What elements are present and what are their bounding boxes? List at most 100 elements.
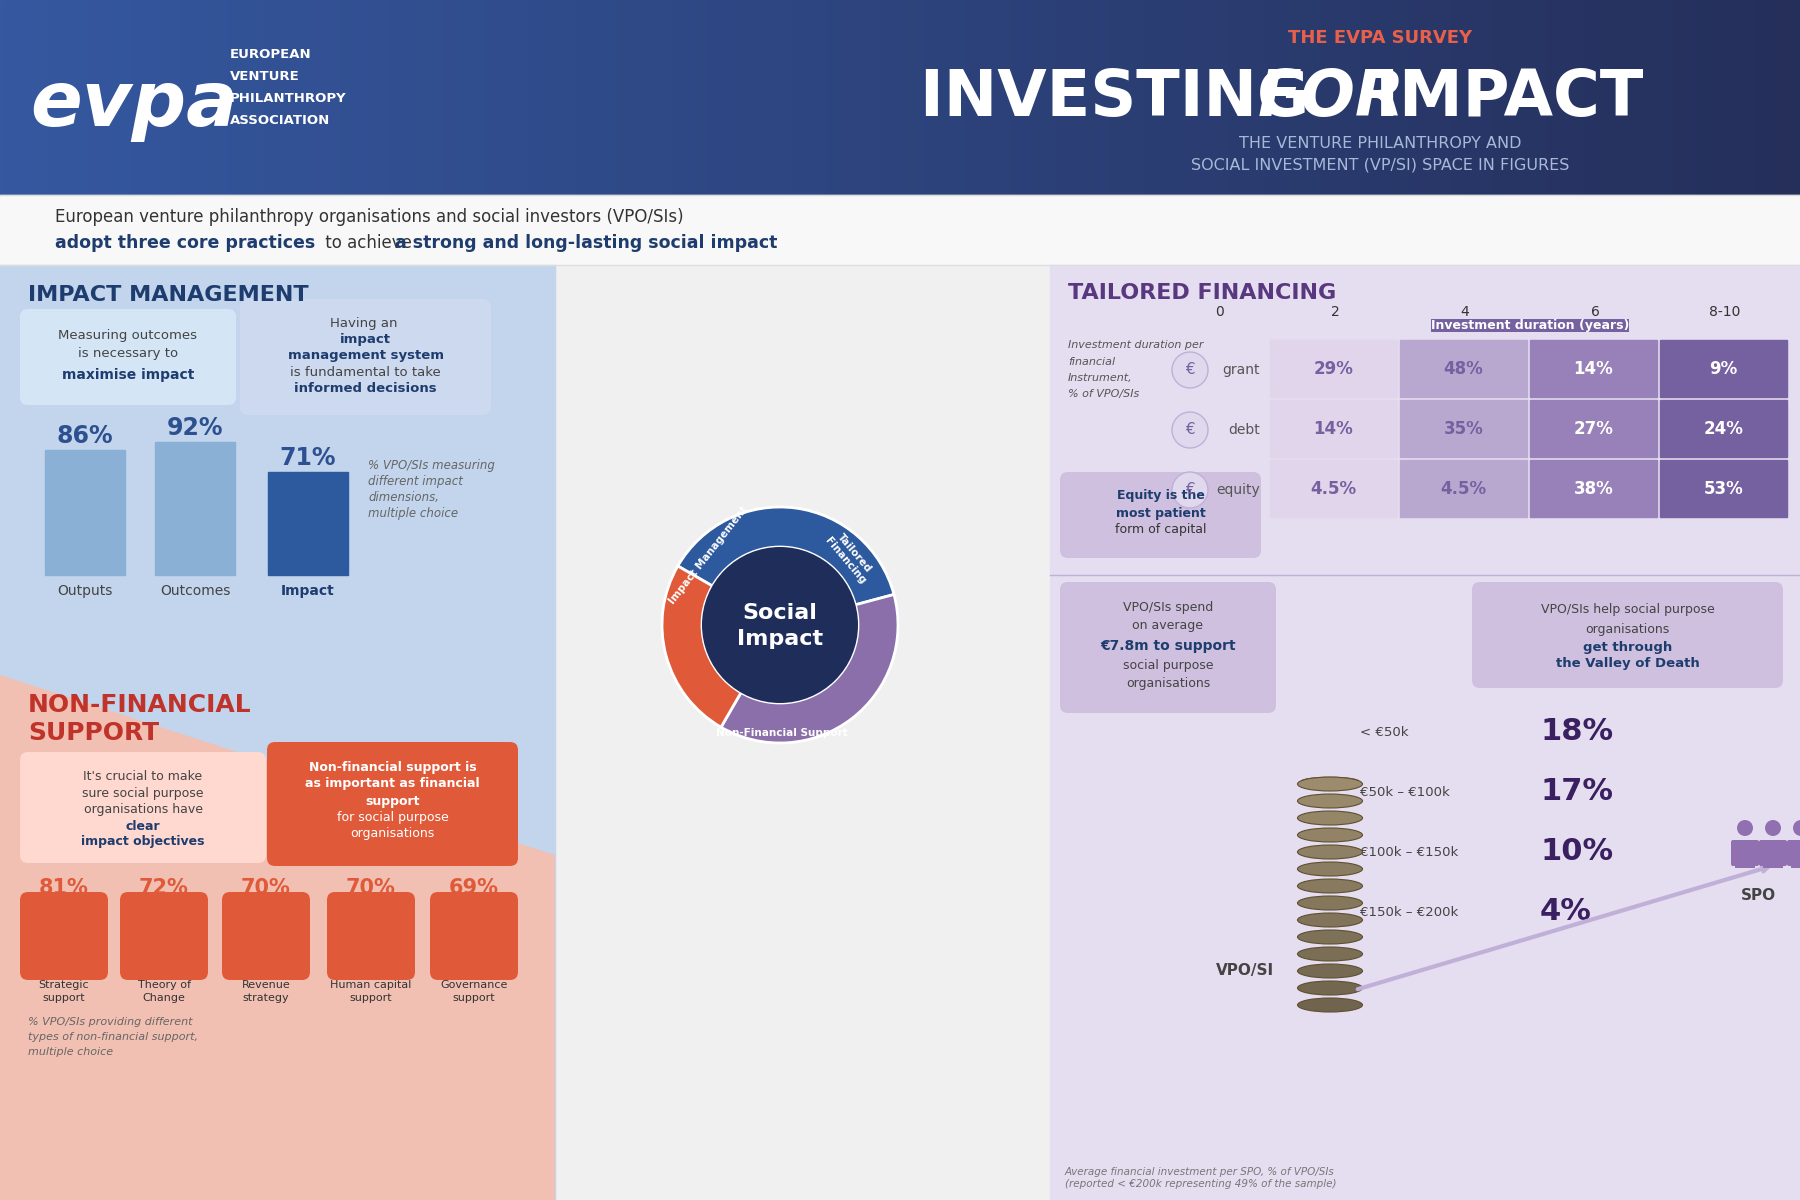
- Text: organisations: organisations: [351, 827, 434, 840]
- Bar: [1271, 400, 1397, 457]
- Bar: [180, 0, 187, 194]
- Bar: [954, 0, 961, 194]
- Bar: [527, 0, 535, 194]
- Bar: [1075, 0, 1082, 194]
- Text: % of VPO/SIs: % of VPO/SIs: [1067, 389, 1139, 398]
- Bar: [877, 0, 884, 194]
- Bar: [1224, 0, 1231, 194]
- Text: VENTURE: VENTURE: [230, 71, 301, 84]
- Bar: [558, 0, 565, 194]
- Ellipse shape: [1298, 811, 1363, 826]
- Bar: [157, 0, 164, 194]
- Bar: [1165, 0, 1172, 194]
- Bar: [1057, 0, 1064, 194]
- Text: < €50k: < €50k: [1361, 726, 1408, 738]
- Bar: [1769, 0, 1777, 194]
- Bar: [684, 0, 691, 194]
- Bar: [733, 0, 740, 194]
- Text: 14%: 14%: [1314, 420, 1354, 438]
- Bar: [257, 0, 265, 194]
- Text: Outputs: Outputs: [58, 584, 113, 598]
- Text: SPO: SPO: [1741, 888, 1775, 902]
- Bar: [463, 0, 470, 194]
- Bar: [1103, 0, 1111, 194]
- FancyBboxPatch shape: [20, 308, 236, 404]
- Bar: [301, 0, 308, 194]
- Bar: [1013, 0, 1021, 194]
- Text: VPO/SI: VPO/SI: [1217, 962, 1274, 978]
- Bar: [1116, 0, 1123, 194]
- Bar: [1021, 0, 1028, 194]
- Bar: [247, 0, 254, 194]
- Bar: [1530, 340, 1658, 397]
- Bar: [738, 0, 745, 194]
- Bar: [1003, 0, 1010, 194]
- Bar: [1399, 0, 1406, 194]
- Wedge shape: [679, 508, 895, 605]
- Bar: [1211, 0, 1219, 194]
- Bar: [499, 0, 506, 194]
- Bar: [720, 0, 727, 194]
- FancyBboxPatch shape: [1732, 840, 1759, 866]
- Text: equity: equity: [1217, 482, 1260, 497]
- Bar: [779, 0, 787, 194]
- Text: Investment duration per: Investment duration per: [1067, 340, 1204, 350]
- Bar: [504, 0, 511, 194]
- Bar: [751, 0, 758, 194]
- Text: Having an: Having an: [329, 317, 401, 330]
- Bar: [126, 0, 133, 194]
- Circle shape: [1793, 820, 1800, 836]
- Text: Investment duration (years): Investment duration (years): [1431, 318, 1629, 331]
- Text: as important as financial: as important as financial: [306, 778, 481, 791]
- Text: informed decisions: informed decisions: [293, 383, 437, 396]
- Text: 9%: 9%: [1710, 360, 1737, 378]
- Bar: [1242, 0, 1249, 194]
- Text: 86%: 86%: [56, 425, 113, 449]
- Bar: [1625, 0, 1633, 194]
- Bar: [612, 0, 619, 194]
- Bar: [155, 442, 236, 575]
- Bar: [203, 0, 211, 194]
- Bar: [1651, 0, 1658, 194]
- Bar: [1265, 0, 1273, 194]
- Text: THE VENTURE PHILANTHROPY AND: THE VENTURE PHILANTHROPY AND: [1238, 136, 1521, 150]
- Bar: [918, 0, 925, 194]
- Bar: [1188, 0, 1195, 194]
- Text: % VPO/SIs measuring: % VPO/SIs measuring: [367, 458, 495, 472]
- Text: 72%: 72%: [139, 878, 189, 898]
- Bar: [95, 0, 103, 194]
- FancyBboxPatch shape: [266, 742, 518, 866]
- Text: most patient: most patient: [1116, 506, 1206, 520]
- Text: Tailored
Financing: Tailored Financing: [823, 528, 877, 586]
- Bar: [1620, 0, 1627, 194]
- Bar: [18, 0, 25, 194]
- Text: different impact: different impact: [367, 474, 463, 487]
- Bar: [216, 0, 223, 194]
- Bar: [1692, 0, 1699, 194]
- Bar: [743, 0, 751, 194]
- Text: form of capital: form of capital: [1114, 523, 1206, 536]
- Bar: [864, 0, 871, 194]
- Bar: [671, 0, 679, 194]
- Bar: [666, 0, 673, 194]
- Bar: [1579, 0, 1586, 194]
- Bar: [162, 0, 169, 194]
- Bar: [1481, 0, 1489, 194]
- Bar: [1332, 0, 1339, 194]
- Bar: [13, 0, 20, 194]
- Bar: [1525, 0, 1532, 194]
- Bar: [293, 0, 301, 194]
- Bar: [391, 0, 398, 194]
- Bar: [725, 0, 733, 194]
- Bar: [1327, 0, 1334, 194]
- Bar: [427, 0, 434, 194]
- Text: EUROPEAN: EUROPEAN: [230, 48, 311, 61]
- Bar: [31, 0, 38, 194]
- Bar: [1499, 0, 1507, 194]
- Bar: [41, 0, 49, 194]
- Text: 70%: 70%: [346, 878, 396, 898]
- Bar: [275, 0, 283, 194]
- Text: Average financial investment per SPO, % of VPO/SIs
(reported < €200k representin: Average financial investment per SPO, % …: [1066, 1168, 1336, 1189]
- Text: 29%: 29%: [1314, 360, 1354, 378]
- Bar: [319, 0, 326, 194]
